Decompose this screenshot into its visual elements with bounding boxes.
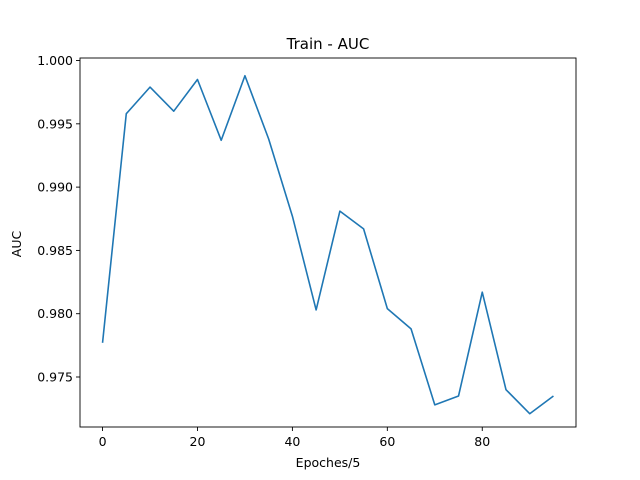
y-tick-label: 0.985: [37, 243, 73, 258]
y-tick-label: 0.980: [37, 306, 73, 321]
x-tick-label: 60: [379, 434, 395, 449]
x-axis-label: Epoches/5: [296, 455, 361, 470]
y-axis-label: AUC: [9, 231, 24, 258]
y-tick-label: 0.990: [37, 180, 73, 195]
y-tick-label: 1.000: [37, 53, 73, 68]
chart-title: Train - AUC: [286, 35, 370, 53]
axes-frame: [79, 57, 577, 428]
x-tick-label: 0: [99, 434, 107, 449]
y-tick-label: 0.995: [37, 116, 73, 131]
x-tick-label: 40: [284, 434, 300, 449]
x-tick-label: 80: [474, 434, 490, 449]
series-line-0: [101, 74, 554, 415]
plot-area: 0 20 40 60 80 0.975 0.980 0.985 0.990 0.995 1.000: [37, 53, 577, 449]
y-tick-label: 0.975: [37, 369, 73, 384]
x-tick-label: 20: [190, 434, 206, 449]
